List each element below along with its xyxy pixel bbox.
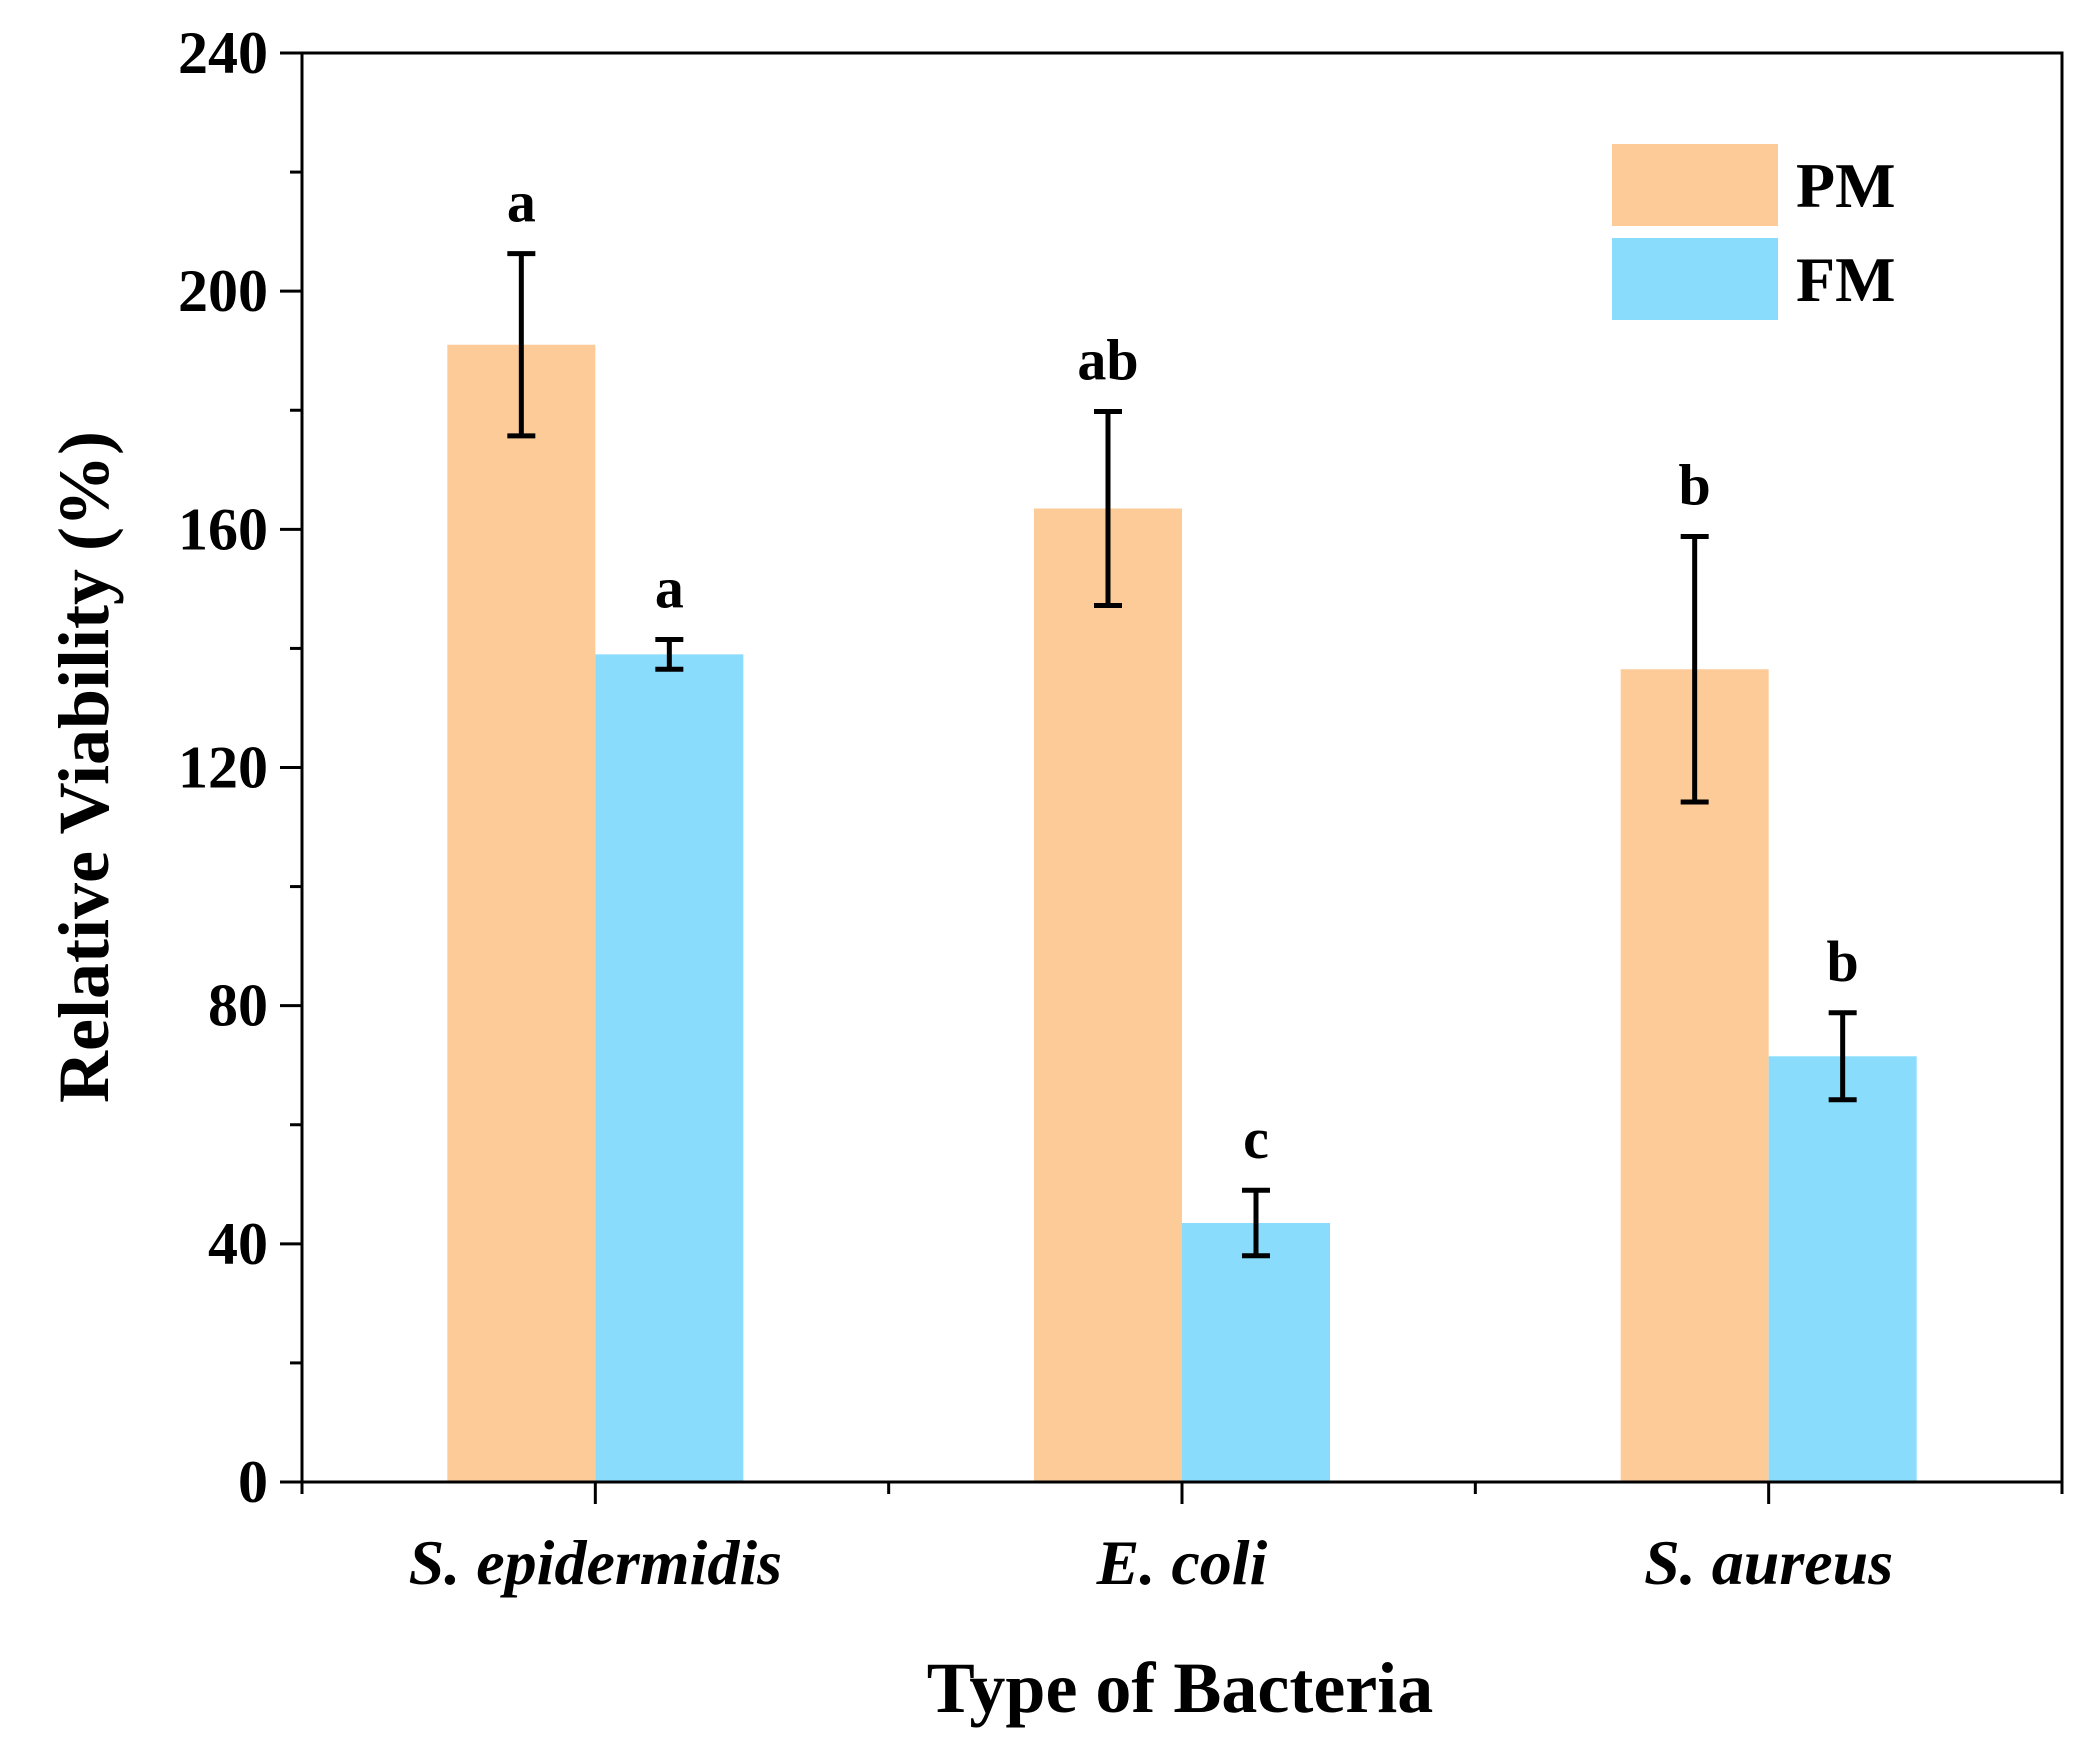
x-tick-label-1: E. coli <box>1096 1527 1268 1598</box>
y-tick-label-6: 240 <box>178 20 268 86</box>
x-tick-label-2: S. aureus <box>1644 1527 1893 1598</box>
y-tick-label-0: 0 <box>238 1449 268 1515</box>
x-tick-label-0: S. epidermidis <box>409 1527 782 1598</box>
x-axis-title: Type of Bacteria <box>927 1648 1434 1728</box>
y-tick-label-5: 200 <box>178 258 268 324</box>
error-bars-layer <box>507 251 1857 1259</box>
bar-pm-1 <box>1034 508 1182 1482</box>
y-tick-label-4: 160 <box>178 496 268 562</box>
significance-label-pm-0: a <box>507 170 536 235</box>
significance-label-pm-1: ab <box>1077 327 1138 392</box>
y-axis: 0 40 80 120 160 200 240 <box>178 20 302 1515</box>
legend: PM FM <box>1612 144 1896 320</box>
y-tick-label-2: 80 <box>208 973 268 1039</box>
bars-layer <box>447 344 1917 1483</box>
bar-pm-2 <box>1620 669 1769 1482</box>
legend-swatch-pm <box>1612 144 1778 226</box>
bar-fm-0 <box>595 654 744 1482</box>
significance-label-pm-2: b <box>1679 452 1711 517</box>
y-tick-label-3: 120 <box>178 735 268 801</box>
bar-fm-2 <box>1768 1056 1917 1482</box>
y-tick-label-1: 40 <box>208 1211 268 1277</box>
bar-fm-1 <box>1182 1222 1330 1482</box>
legend-swatch-fm <box>1612 238 1778 320</box>
significance-label-fm-2: b <box>1827 929 1859 994</box>
legend-label-fm: FM <box>1796 244 1896 315</box>
bar-pm-0 <box>447 344 596 1483</box>
significance-label-fm-0: a <box>655 555 684 620</box>
y-axis-title: Relative Viability (%) <box>44 431 124 1103</box>
x-axis: S. epidermidis E. coli S. aureus <box>300 1482 2064 1598</box>
significance-label-fm-1: c <box>1243 1106 1269 1171</box>
legend-label-pm: PM <box>1796 150 1896 221</box>
significance-labels-layer: a a ab c b b <box>507 170 1859 1172</box>
